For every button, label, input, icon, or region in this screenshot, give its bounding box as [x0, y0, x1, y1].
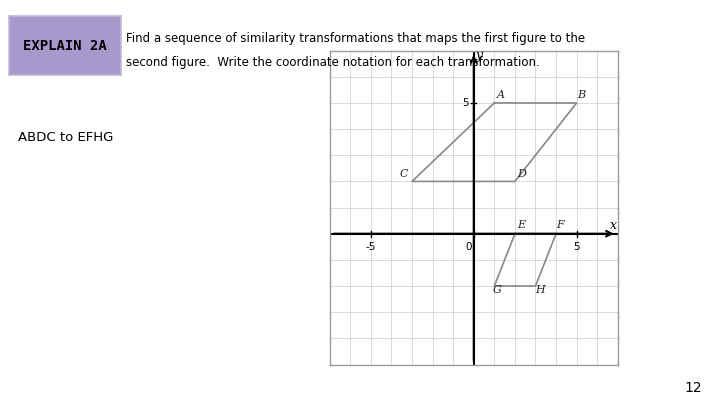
- Text: 5: 5: [462, 98, 469, 108]
- Text: EXPLAIN 2A: EXPLAIN 2A: [23, 38, 107, 53]
- Text: ABDC to EFHG: ABDC to EFHG: [18, 131, 113, 144]
- Text: F: F: [556, 220, 564, 230]
- Text: H: H: [536, 285, 545, 295]
- Text: 5: 5: [573, 241, 580, 252]
- Text: 0: 0: [465, 241, 472, 252]
- Text: y: y: [475, 49, 482, 62]
- Text: 12: 12: [685, 381, 702, 395]
- Text: B: B: [577, 90, 586, 100]
- Text: x: x: [610, 219, 617, 232]
- Text: G: G: [492, 285, 501, 295]
- Text: -5: -5: [366, 241, 376, 252]
- Text: E: E: [517, 220, 525, 230]
- Text: C: C: [400, 169, 408, 179]
- Text: D: D: [517, 169, 526, 179]
- Text: Find a sequence of similarity transformations that maps the first figure to the: Find a sequence of similarity transforma…: [126, 32, 585, 45]
- Text: second figure.  Write the coordinate notation for each transformation.: second figure. Write the coordinate nota…: [126, 56, 540, 69]
- Text: A: A: [496, 90, 505, 100]
